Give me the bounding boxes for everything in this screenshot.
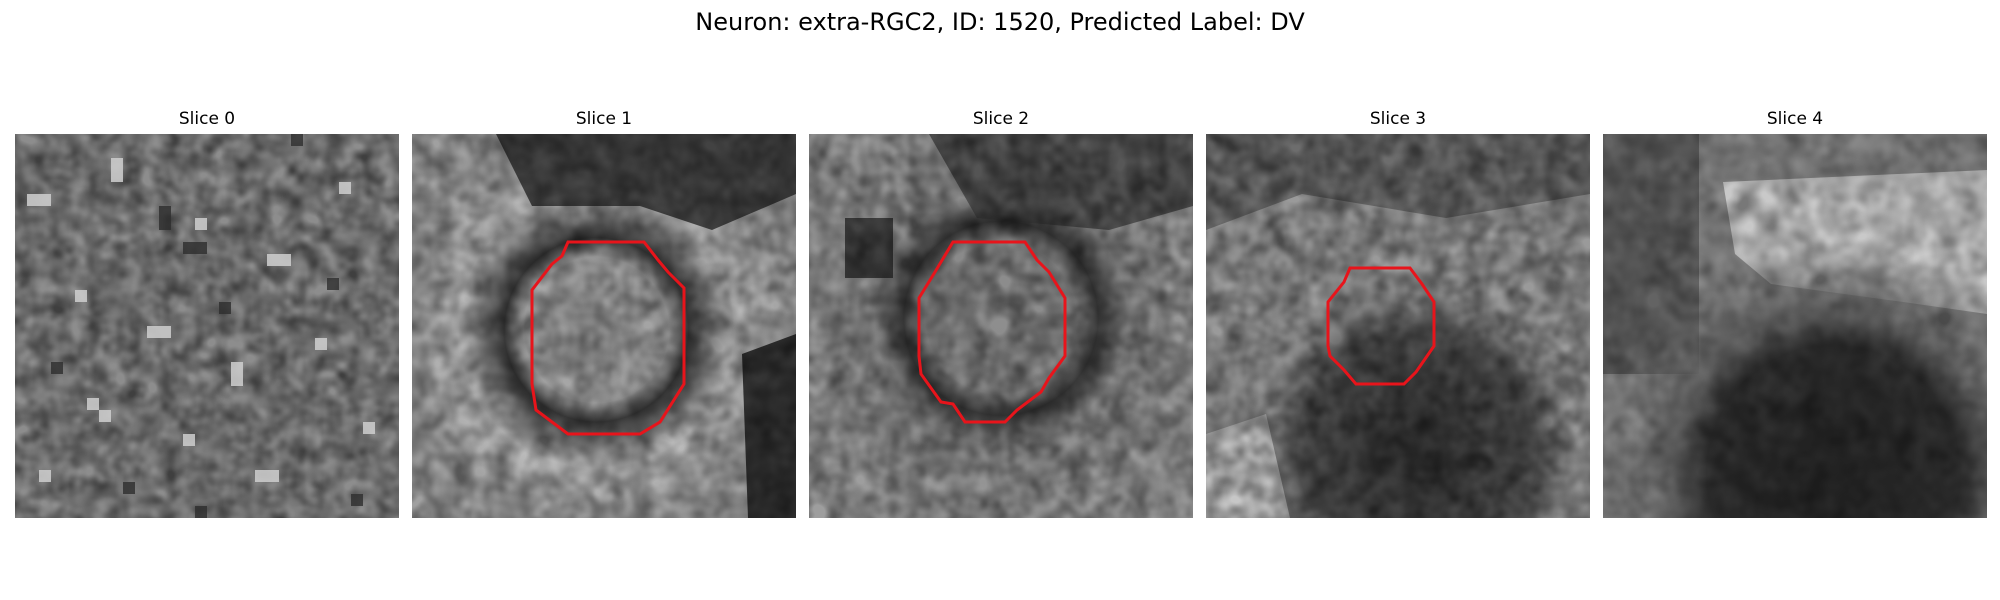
slice-panel-3: Slice 3 — [1206, 108, 1590, 518]
slice-2-title: Slice 2 — [972, 109, 1030, 129]
slice-3-image — [1206, 134, 1590, 518]
slice-4-image — [1603, 134, 1987, 518]
slice-1-noise — [412, 134, 796, 518]
slice-1-title: Slice 1 — [575, 109, 633, 129]
slice-0-noise — [15, 134, 399, 518]
figure-title: Neuron: extra-RGC2, ID: 1520, Predicted … — [695, 8, 1305, 36]
slice-0-image — [15, 134, 399, 518]
slice-1-image — [412, 134, 796, 518]
slice-2-contour — [917, 240, 1067, 424]
slice-panel-1: Slice 1 — [412, 108, 796, 518]
slice-4-title: Slice 4 — [1766, 109, 1824, 129]
slice-3-contour — [1326, 266, 1436, 386]
slice-panel-0: Slice 0 — [15, 108, 399, 518]
slice-panel-2: Slice 2 — [809, 108, 1193, 518]
slice-panel-4: Slice 4 — [1603, 108, 1987, 518]
slice-1-contour — [530, 240, 686, 436]
slice-2-image — [809, 134, 1193, 518]
slice-3-noise — [1206, 134, 1590, 518]
slice-2-noise — [809, 134, 1193, 518]
slice-0-title: Slice 0 — [178, 109, 236, 129]
slice-3-title: Slice 3 — [1369, 109, 1427, 129]
slice-4-noise — [1603, 134, 1987, 518]
